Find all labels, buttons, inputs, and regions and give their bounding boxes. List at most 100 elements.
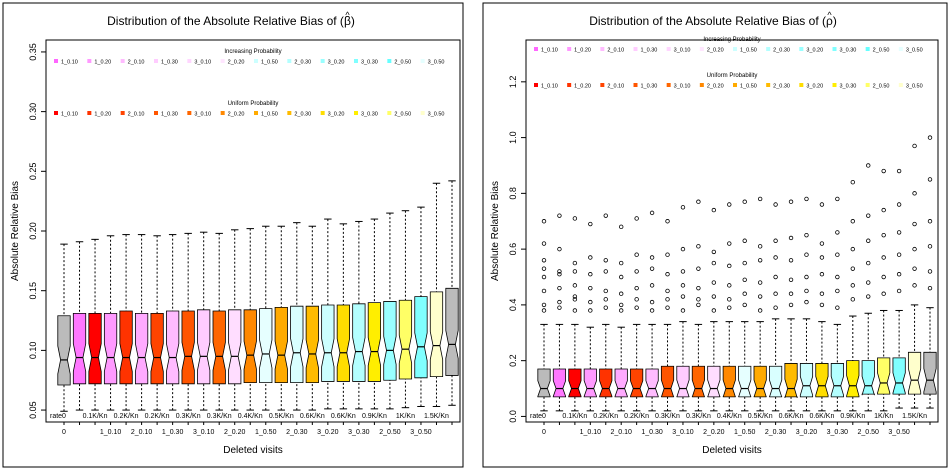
- x-tick-label-top: 0.3K/Kn: [655, 413, 680, 420]
- outlier-point: [804, 196, 809, 202]
- outlier-point: [773, 238, 778, 243]
- outlier-point: [927, 244, 933, 249]
- outlier-point: [912, 246, 917, 252]
- x-tick-label-bottom: 2_0.30: [765, 429, 787, 436]
- box-16: [769, 365, 783, 398]
- legend-swatch-uniform: [699, 83, 704, 87]
- box-4: [583, 368, 597, 398]
- legend-label-increasing: 3_0.10: [194, 60, 211, 66]
- outlier-point: [603, 258, 608, 263]
- x-tick-label-top: 0.9K/Kn: [840, 413, 865, 420]
- outlier-point: [727, 263, 732, 269]
- outlier-point: [711, 260, 717, 266]
- outlier-point: [819, 255, 825, 260]
- box-6: [614, 368, 628, 398]
- box-10: [197, 309, 211, 385]
- box-11: [212, 310, 226, 385]
- legend: Increasing Probability Uniform Probabilit…: [534, 37, 923, 90]
- chart-title-text: Distribution of the Absolute Relative Bi…: [107, 14, 344, 28]
- x-tick-label-top: 0: [542, 413, 546, 420]
- outlier-point: [572, 269, 578, 274]
- box-3: [568, 368, 582, 398]
- legend-swatch-increasing: [832, 47, 837, 51]
- outlier-point: [696, 266, 701, 271]
- x-axis-label: Deleted visits: [223, 445, 282, 456]
- outlier-point: [727, 202, 732, 207]
- outlier-point: [711, 249, 717, 255]
- x-tick-label-top: 0.5K/Kn: [748, 413, 773, 420]
- y-tick-label: 0.4: [508, 299, 518, 312]
- legend-swatch-increasing: [567, 47, 572, 51]
- x-tick-label-top: 0.6K/Kn: [300, 413, 325, 420]
- box-13: [722, 365, 736, 398]
- outlier-point: [896, 252, 902, 257]
- box-25: [907, 351, 922, 395]
- legend-swatch-increasing: [766, 47, 771, 51]
- outlier-point: [634, 269, 639, 274]
- legend-label-increasing: 3_0.20: [806, 48, 823, 54]
- outlier-point: [680, 246, 686, 252]
- legend-swatch-uniform: [865, 83, 870, 87]
- y-tick-label: 0.10: [28, 342, 38, 360]
- outlier-point: [804, 274, 809, 280]
- outlier-point: [788, 258, 794, 263]
- x-tick-label-top: 0.6K/Kn: [779, 413, 804, 420]
- box-9: [181, 310, 195, 385]
- outlier-point: [819, 302, 825, 308]
- y-tick-label: 0.2: [508, 354, 518, 367]
- legend-label-increasing: 3_0.30: [361, 60, 378, 66]
- outlier-point: [757, 244, 763, 249]
- legend-swatch-uniform: [633, 83, 638, 87]
- box-22: [383, 301, 397, 381]
- outlier-point: [912, 191, 917, 196]
- outlier-point: [896, 288, 902, 294]
- outlier-point: [649, 210, 655, 216]
- outlier-point: [541, 302, 547, 308]
- legend-swatch-uniform: [600, 83, 605, 87]
- outlier-point: [557, 305, 562, 310]
- outlier-point: [866, 294, 871, 299]
- outlier-point: [588, 272, 593, 277]
- outlier-point: [773, 305, 778, 310]
- legend-swatch-uniform: [567, 83, 572, 87]
- outlier-point: [850, 246, 855, 252]
- legend-swatch-uniform: [87, 111, 92, 115]
- x-tick-label-bottom: 1_0.10: [580, 429, 602, 436]
- legend-label-uniform: 3_0.10: [194, 112, 211, 118]
- outlier-point: [850, 180, 855, 185]
- legend-swatch-uniform: [387, 111, 392, 115]
- outlier-point: [649, 255, 655, 260]
- box-26: [445, 287, 459, 376]
- outlier-point: [665, 272, 670, 277]
- box-25: [429, 291, 444, 378]
- legend-label-uniform: 1_0.10: [61, 112, 78, 118]
- x-tick-label-bottom: 2_0.30: [286, 429, 308, 436]
- outlier-point: [757, 196, 763, 202]
- outlier-point: [541, 308, 547, 313]
- x-tick-label-top: 1.5K/Kn: [424, 413, 449, 420]
- box-24: [892, 357, 906, 395]
- box-5: [119, 310, 133, 385]
- legend-label-uniform: 2_0.30: [294, 112, 311, 118]
- outlier-point: [649, 283, 655, 288]
- legend-label-uniform: 2_0.10: [128, 112, 145, 118]
- outlier-point: [927, 269, 933, 274]
- legend-label-uniform: 2_0.30: [773, 84, 790, 90]
- box-24: [414, 296, 428, 379]
- legend-label-increasing: 2_0.20: [707, 48, 724, 54]
- chart-title-text: Distribution of the Absolute Relative Bi…: [589, 14, 826, 28]
- legend-swatch-increasing: [254, 59, 258, 63]
- legend-title-increasing: Increasing Probability: [224, 49, 281, 55]
- outlier-point: [541, 258, 547, 263]
- box-1: [57, 315, 71, 386]
- x-tick-label-bottom: 0: [542, 429, 546, 436]
- legend-label-increasing: 2_0.30: [773, 48, 790, 54]
- x-tick-label-top: 0.5K/Kn: [269, 413, 294, 420]
- outlier-point: [757, 280, 763, 285]
- legend-swatch-increasing: [898, 47, 903, 51]
- outlier-point: [742, 302, 747, 308]
- legend-swatch-increasing: [733, 47, 737, 51]
- outlier-point: [866, 213, 871, 218]
- x-tick-label-top: 1K/Kn: [874, 413, 893, 420]
- legend-swatch-uniform: [187, 111, 192, 115]
